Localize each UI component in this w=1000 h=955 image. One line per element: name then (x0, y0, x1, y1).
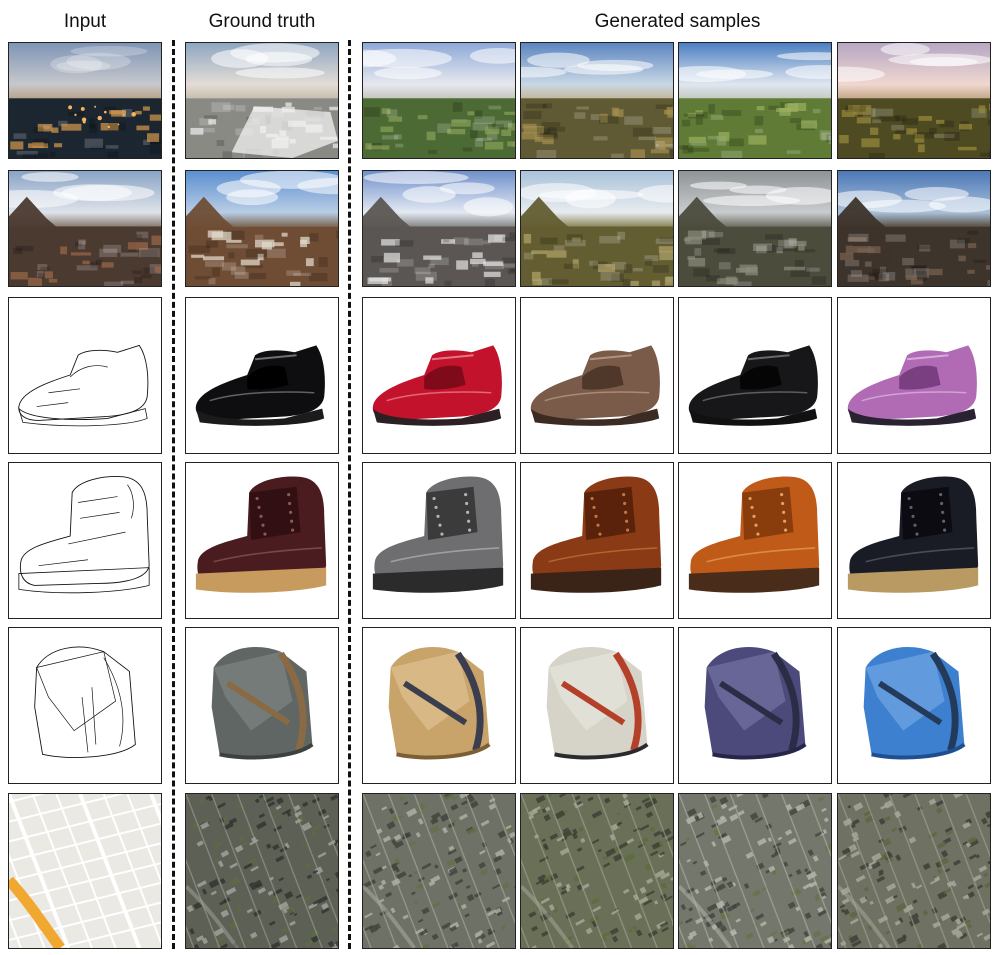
row-5-sample-2-graphic (546, 647, 649, 760)
row-1-sample-3-graphic (679, 43, 831, 158)
row-3-input-image (8, 297, 162, 454)
row-6-input-image (8, 793, 162, 949)
row-2-ground-truth-graphic (186, 171, 338, 286)
row-1-sample-1-image (362, 42, 516, 159)
row-6-sample-4-image (837, 793, 991, 949)
row-1-sample-2-graphic (521, 43, 673, 158)
header-ground-truth: Ground truth (208, 11, 316, 32)
row-6-input-graphic (9, 794, 161, 948)
row-5-input-image (8, 627, 162, 784)
row-1-input-image (8, 42, 162, 159)
row-3-sample-1-graphic (372, 345, 502, 426)
row-4-sample-4-graphic (847, 476, 979, 593)
row-6-ground-truth-image (185, 793, 339, 949)
row-3-input-graphic (18, 344, 149, 427)
row-4-input-graphic (18, 476, 150, 594)
row-1-input-graphic (9, 43, 161, 158)
row-5-sample-3-image (678, 627, 832, 784)
row-4-sample-1-image (362, 462, 516, 619)
row-4-sample-1-graphic (372, 476, 504, 593)
row-5-ground-truth-graphic (211, 647, 314, 760)
row-4-input-image (8, 462, 162, 619)
row-5-sample-4-image (837, 627, 991, 784)
row-1-sample-1-graphic (363, 43, 515, 158)
row-6-sample-4-graphic (838, 794, 990, 948)
row-1-sample-2-image (520, 42, 674, 159)
row-2-sample-4-graphic (838, 171, 990, 286)
row-1-sample-4-image (837, 42, 991, 159)
column-divider-right (348, 40, 351, 949)
row-6-sample-2-image (520, 793, 674, 949)
row-4-sample-2-image (520, 462, 674, 619)
row-4-sample-2-graphic (530, 476, 662, 593)
row-5-ground-truth-image (185, 627, 339, 784)
row-4-ground-truth-image (185, 462, 339, 619)
row-4-sample-4-image (837, 462, 991, 619)
row-3-sample-1-image (362, 297, 516, 454)
row-5-sample-3-graphic (704, 647, 807, 760)
header-generated-samples: Generated samples (594, 11, 761, 32)
row-5-sample-2-image (520, 627, 674, 784)
row-5-sample-1-graphic (388, 647, 491, 760)
row-6-sample-3-graphic (679, 794, 831, 948)
row-4-sample-3-image (678, 462, 832, 619)
row-2-sample-2-graphic (521, 171, 673, 286)
row-3-sample-2-graphic (530, 345, 660, 426)
row-4-sample-3-graphic (688, 476, 820, 593)
row-6-ground-truth-graphic (186, 794, 338, 948)
row-2-input-image (8, 170, 162, 287)
row-3-sample-3-graphic (688, 345, 818, 426)
row-2-sample-3-graphic (679, 171, 831, 286)
row-1-ground-truth-image (185, 42, 339, 159)
row-3-sample-3-image (678, 297, 832, 454)
row-3-sample-4-graphic (847, 345, 977, 426)
header-input: Input (63, 11, 107, 32)
row-2-sample-1-graphic (363, 171, 515, 286)
row-1-sample-3-image (678, 42, 832, 159)
row-3-ground-truth-image (185, 297, 339, 454)
row-6-sample-2-graphic (521, 794, 673, 948)
row-1-sample-4-graphic (838, 43, 990, 158)
row-3-sample-2-image (520, 297, 674, 454)
row-4-ground-truth-graphic (195, 476, 327, 593)
column-divider-left (172, 40, 175, 949)
row-2-ground-truth-image (185, 170, 339, 287)
row-3-ground-truth-graphic (195, 345, 325, 426)
row-2-sample-2-image (520, 170, 674, 287)
row-3-sample-4-image (837, 297, 991, 454)
row-5-input-graphic (34, 646, 136, 758)
row-2-sample-3-image (678, 170, 832, 287)
row-5-sample-1-image (362, 627, 516, 784)
row-2-sample-1-image (362, 170, 516, 287)
row-6-sample-1-graphic (363, 794, 515, 948)
row-1-ground-truth-graphic (186, 43, 338, 158)
row-6-sample-1-image (362, 793, 516, 949)
row-2-input-graphic (9, 171, 161, 286)
row-2-sample-4-image (837, 170, 991, 287)
row-6-sample-3-image (678, 793, 832, 949)
row-5-sample-4-graphic (863, 647, 966, 760)
